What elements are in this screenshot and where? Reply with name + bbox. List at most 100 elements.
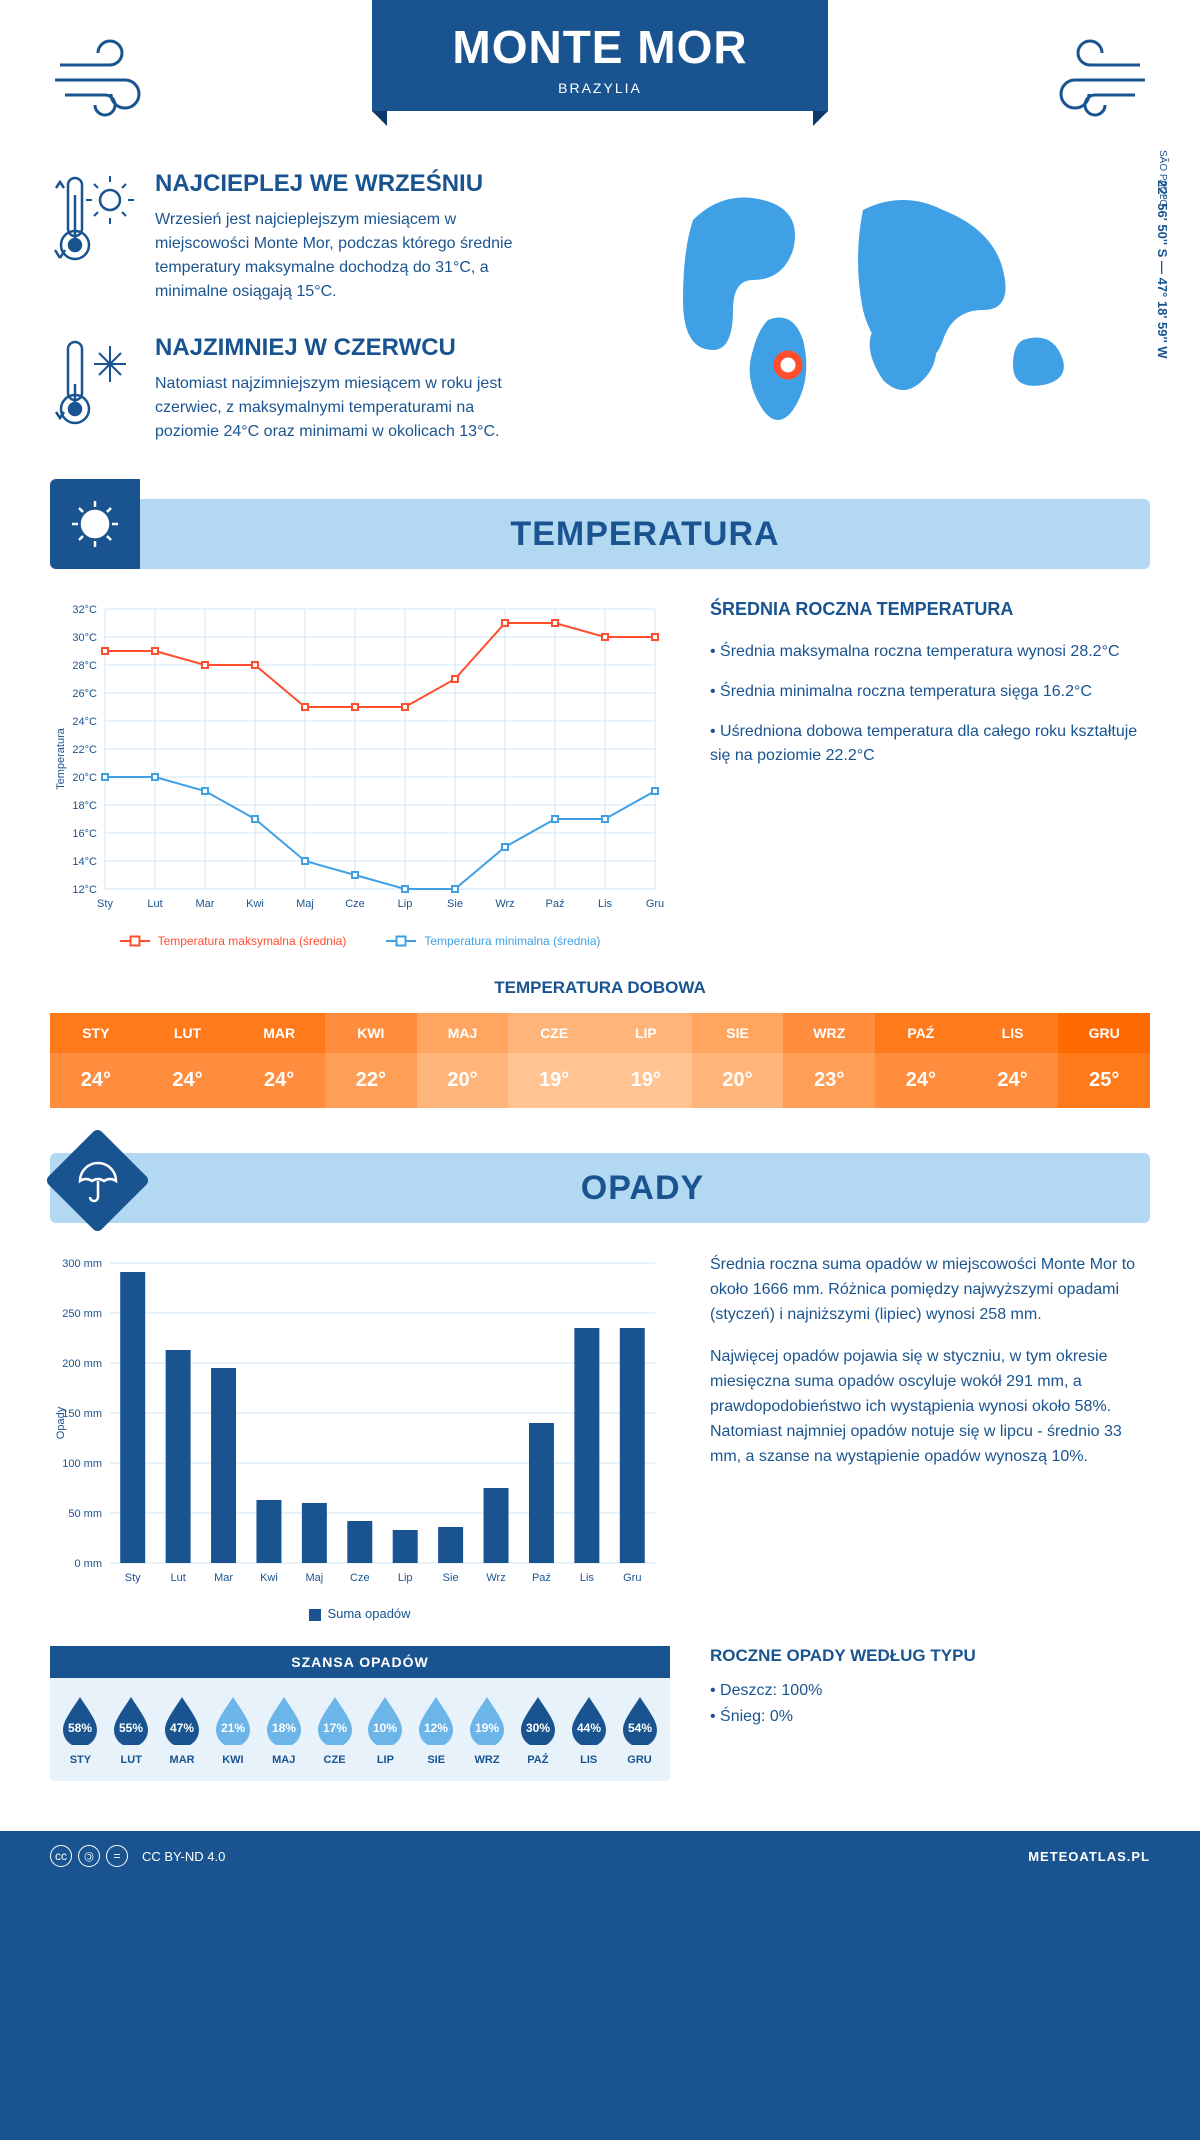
svg-text:47%: 47%: [170, 1721, 194, 1735]
svg-text:Cze: Cze: [350, 1572, 370, 1584]
daily-temp-title: TEMPERATURA DOBOWA: [50, 978, 1150, 998]
temp-info: ŚREDNIA ROCZNA TEMPERATURA • Średnia mak…: [710, 599, 1150, 948]
precip-info: Średnia roczna suma opadów w miejscowośc…: [710, 1253, 1150, 1621]
coldest-title: NAJZIMNIEJ W CZERWCU: [155, 334, 535, 362]
warmest-block: NAJCIEPLEJ WE WRZEŚNIU Wrzesień jest naj…: [50, 170, 585, 304]
warmest-text: Wrzesień jest najcieplejszym miesiącem w…: [155, 208, 535, 304]
country-subtitle: BRAZYLIA: [452, 80, 747, 96]
chance-title: SZANSA OPADÓW: [50, 1646, 670, 1678]
type-heading: ROCZNE OPADY WEDŁUG TYPU: [710, 1646, 1150, 1666]
svg-text:Paź: Paź: [546, 898, 565, 910]
rain-drop: 17%CZE: [309, 1693, 360, 1766]
thermometer-hot-icon: [50, 170, 135, 304]
precip-p2: Najwięcej opadów pojawia się w styczniu,…: [710, 1345, 1150, 1469]
daily-col: GRU25°: [1058, 1013, 1150, 1108]
svg-text:Sty: Sty: [125, 1572, 141, 1584]
svg-text:12°C: 12°C: [72, 884, 97, 896]
daily-col: LIP19°: [600, 1013, 692, 1108]
rain-drop: 47%MAR: [157, 1693, 208, 1766]
svg-text:Paź: Paź: [532, 1572, 551, 1584]
precipitation-section-header: OPADY: [50, 1153, 1150, 1223]
daily-col: STY24°: [50, 1013, 142, 1108]
temperature-section-header: TEMPERATURA: [50, 499, 1150, 569]
coldest-text: Natomiast najzimniejszym miesiącem w rok…: [155, 372, 535, 444]
svg-text:24°C: 24°C: [72, 716, 97, 728]
daily-col: WRZ23°: [783, 1013, 875, 1108]
svg-text:17%: 17%: [323, 1721, 347, 1735]
svg-text:Kwi: Kwi: [246, 898, 264, 910]
svg-text:100 mm: 100 mm: [62, 1458, 102, 1470]
daily-col: LUT24°: [142, 1013, 234, 1108]
daily-col: SIE20°: [692, 1013, 784, 1108]
svg-text:54%: 54%: [628, 1721, 652, 1735]
svg-text:Sie: Sie: [443, 1572, 459, 1584]
type-rain: • Deszcz: 100%: [710, 1678, 1150, 1704]
daily-temp-table: STY24°LUT24°MAR24°KWI22°MAJ20°CZE19°LIP1…: [50, 1013, 1150, 1108]
rain-drop: 54%GRU: [614, 1693, 665, 1766]
svg-text:18%: 18%: [272, 1721, 296, 1735]
svg-text:Gru: Gru: [646, 898, 664, 910]
svg-text:Sty: Sty: [97, 898, 113, 910]
svg-text:10%: 10%: [373, 1721, 397, 1735]
svg-text:32°C: 32°C: [72, 604, 97, 616]
svg-text:22°C: 22°C: [72, 744, 97, 756]
daily-col: MAR24°: [233, 1013, 325, 1108]
by-icon: 🄯: [78, 1845, 100, 1867]
intro-row: NAJCIEPLEJ WE WRZEŚNIU Wrzesień jest naj…: [50, 170, 1150, 474]
svg-text:Gru: Gru: [623, 1572, 641, 1584]
svg-text:19%: 19%: [475, 1721, 499, 1735]
precip-legend: Suma opadów: [327, 1606, 410, 1621]
daily-col: PAŹ24°: [875, 1013, 967, 1108]
temp-info-b1: • Średnia maksymalna roczna temperatura …: [710, 640, 1150, 664]
svg-text:14°C: 14°C: [72, 856, 97, 868]
svg-text:200 mm: 200 mm: [62, 1358, 102, 1370]
svg-text:Wrz: Wrz: [495, 898, 514, 910]
daily-col: CZE19°: [508, 1013, 600, 1108]
svg-text:0 mm: 0 mm: [75, 1558, 103, 1570]
rain-drop: 55%LUT: [106, 1693, 157, 1766]
nd-icon: =: [106, 1845, 128, 1867]
header-row: MONTE MOR BRAZYLIA: [50, 35, 1150, 130]
svg-text:Maj: Maj: [296, 898, 314, 910]
rain-drop: 19%WRZ: [462, 1693, 513, 1766]
rain-drop: 10%LIP: [360, 1693, 411, 1766]
svg-text:44%: 44%: [577, 1721, 601, 1735]
legend-min: Temperatura minimalna (średnia): [424, 934, 600, 948]
thermometer-cold-icon: [50, 334, 135, 444]
svg-text:Lis: Lis: [580, 1572, 595, 1584]
svg-text:12%: 12%: [424, 1721, 448, 1735]
svg-text:Opady: Opady: [55, 1406, 67, 1439]
precip-p1: Średnia roczna suma opadów w miejscowośc…: [710, 1253, 1150, 1327]
svg-text:Lis: Lis: [598, 898, 613, 910]
precipitation-bar-chart: 0 mm50 mm100 mm150 mm200 mm250 mm300 mmO…: [50, 1253, 670, 1621]
svg-text:Mar: Mar: [214, 1572, 233, 1584]
warmest-title: NAJCIEPLEJ WE WRZEŚNIU: [155, 170, 535, 198]
license-block: cc 🄯 = CC BY-ND 4.0: [50, 1845, 225, 1867]
world-map-icon: [643, 170, 1123, 435]
svg-text:20°C: 20°C: [72, 772, 97, 784]
title-banner: MONTE MOR BRAZYLIA: [372, 0, 827, 111]
rain-drop: 18%MAJ: [258, 1693, 309, 1766]
svg-text:18°C: 18°C: [72, 800, 97, 812]
region-label: SÃO PAULO: [1157, 150, 1168, 207]
precip-type-box: ROCZNE OPADY WEDŁUG TYPU • Deszcz: 100% …: [710, 1646, 1150, 1729]
wind-icon-left: [50, 35, 170, 130]
rain-drop: 30%PAŹ: [512, 1693, 563, 1766]
svg-text:21%: 21%: [221, 1721, 245, 1735]
rain-drop: 44%LIS: [563, 1693, 614, 1766]
site-name: METEOATLAS.PL: [1028, 1849, 1150, 1864]
svg-text:250 mm: 250 mm: [62, 1308, 102, 1320]
temp-info-b3: • Uśredniona dobowa temperatura dla całe…: [710, 720, 1150, 768]
license-text: CC BY-ND 4.0: [142, 1849, 225, 1864]
svg-text:Sie: Sie: [447, 898, 463, 910]
city-title: MONTE MOR: [452, 20, 747, 74]
rain-chance-box: SZANSA OPADÓW 58%STY55%LUT47%MAR21%KWI18…: [50, 1646, 670, 1781]
daily-col: MAJ20°: [417, 1013, 509, 1108]
coldest-block: NAJZIMNIEJ W CZERWCU Natomiast najzimnie…: [50, 334, 585, 444]
temp-info-heading: ŚREDNIA ROCZNA TEMPERATURA: [710, 599, 1150, 620]
temperature-heading: TEMPERATURA: [140, 515, 1150, 554]
precipitation-heading: OPADY: [135, 1169, 1150, 1208]
type-snow: • Śnieg: 0%: [710, 1704, 1150, 1730]
daily-col: LIS24°: [967, 1013, 1059, 1108]
wind-icon-right: [1030, 35, 1150, 130]
